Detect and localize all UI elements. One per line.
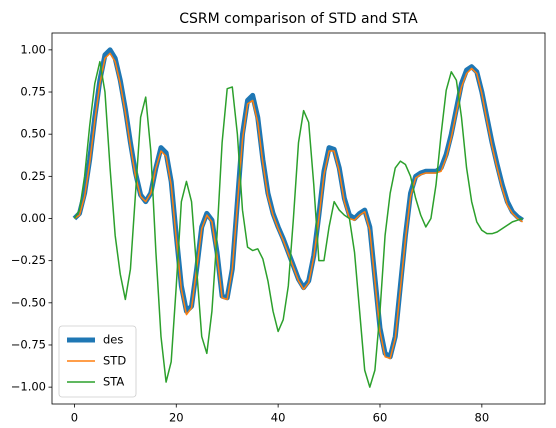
line-series bbox=[73, 52, 524, 360]
y-tick-label: 0.50 bbox=[20, 127, 46, 141]
legend-box bbox=[58, 325, 137, 398]
legend-label: STD bbox=[103, 354, 126, 368]
x-tick-label: 0 bbox=[71, 411, 78, 425]
y-tick-label: −0.25 bbox=[11, 253, 46, 267]
legend-label: des bbox=[103, 333, 123, 347]
y-tick-label: −0.50 bbox=[11, 295, 46, 309]
y-tick-label: −0.75 bbox=[11, 337, 46, 351]
legend-label: STA bbox=[103, 375, 124, 389]
x-tick-label: 80 bbox=[475, 411, 490, 425]
y-tick-label: 0.75 bbox=[20, 85, 46, 99]
x-tick-label: 20 bbox=[169, 411, 184, 425]
chart-title: CSRM comparison of STD and STA bbox=[179, 11, 418, 27]
line-series bbox=[73, 60, 523, 388]
x-tick-label: 60 bbox=[373, 411, 388, 425]
y-tick-label: 0.25 bbox=[20, 169, 46, 183]
x-tick-label: 40 bbox=[271, 411, 286, 425]
y-tick-label: 0.00 bbox=[20, 211, 46, 225]
y-tick-label: −1.00 bbox=[11, 380, 46, 394]
y-tick-label: 1.00 bbox=[20, 42, 46, 56]
axes-frame bbox=[51, 32, 546, 405]
